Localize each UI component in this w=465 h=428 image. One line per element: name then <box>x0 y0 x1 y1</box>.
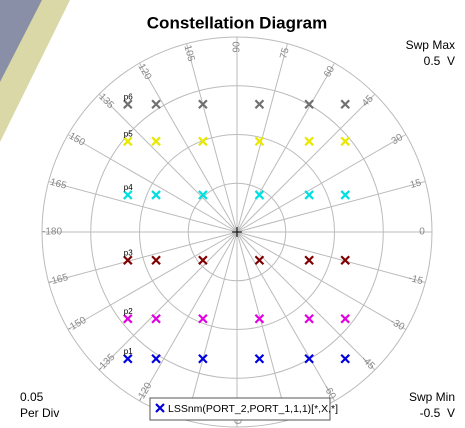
radial-line <box>98 93 238 233</box>
swp-min-value: -0.5 V <box>420 406 455 420</box>
marker <box>123 99 133 110</box>
radial-line <box>48 181 238 233</box>
radial-line <box>236 231 426 283</box>
marker <box>304 190 314 200</box>
swp-max-value: 0.5 V <box>424 54 455 68</box>
angle-label: 15 <box>409 177 423 191</box>
marker <box>340 99 351 110</box>
angle-label: 90 <box>232 41 243 53</box>
marker <box>151 255 161 266</box>
marker <box>304 99 314 110</box>
marker <box>254 313 265 324</box>
marker <box>123 255 133 266</box>
radial-line <box>236 93 376 233</box>
center-cross <box>232 227 242 237</box>
marker <box>123 190 133 200</box>
radial-line <box>67 231 238 330</box>
radial-line <box>98 231 238 371</box>
angle-label: -165 <box>47 272 70 288</box>
radial-line <box>48 231 238 283</box>
marker <box>151 313 161 324</box>
radial-line <box>67 134 238 233</box>
marker <box>340 313 351 324</box>
marker <box>254 190 265 200</box>
marker <box>254 255 265 266</box>
marker <box>304 136 314 147</box>
marker <box>198 353 208 364</box>
swp-max-label: Swp Max <box>406 38 455 52</box>
marker <box>304 313 314 324</box>
marker <box>123 136 133 147</box>
scale-label: Per Div <box>20 406 59 420</box>
marker <box>198 190 208 200</box>
angle-label: 165 <box>49 177 68 192</box>
radial-line <box>236 231 407 330</box>
legend-marker <box>155 403 165 413</box>
marker <box>198 99 208 110</box>
radial-line <box>236 62 335 233</box>
legend-label: LSSnm(PORT_2,PORT_1,1,1)[*,X,*] <box>168 403 338 415</box>
point-label: p6 <box>124 92 133 101</box>
marker <box>304 353 314 364</box>
marker <box>254 136 265 147</box>
point-label: p5 <box>124 129 133 138</box>
marker <box>254 99 265 110</box>
marker <box>198 313 208 324</box>
radial-line <box>139 231 238 402</box>
plot-area: 0153045607590105120135150165-180-165-150… <box>41 36 433 428</box>
scale-value: 0.05 <box>20 390 44 404</box>
radial-line <box>139 62 238 233</box>
marker <box>304 255 314 266</box>
marker <box>340 190 351 200</box>
chart-title: Constellation Diagram <box>147 13 327 32</box>
angle-label: 75 <box>278 46 292 60</box>
angle-label: 60 <box>322 64 337 80</box>
point-label: p1 <box>124 347 133 356</box>
angle-label: 105 <box>182 44 197 63</box>
angle-label: 0 <box>419 227 425 238</box>
marker <box>151 353 161 364</box>
radial-line <box>236 231 288 421</box>
marker <box>340 255 351 266</box>
radial-line <box>236 181 426 233</box>
marker <box>123 353 133 364</box>
swp-min-label: Swp Min <box>409 390 455 404</box>
marker <box>198 136 208 147</box>
marker <box>151 136 161 147</box>
marker <box>151 99 161 110</box>
radial-line <box>236 231 335 402</box>
radial-line <box>236 134 407 233</box>
point-label: p2 <box>124 307 133 316</box>
point-label: p4 <box>124 183 133 192</box>
radial-line <box>186 231 238 421</box>
corner-stripe-dark <box>0 0 42 82</box>
marker <box>123 313 133 324</box>
angle-label: -180 <box>42 227 62 238</box>
radial-line <box>186 43 238 233</box>
legend: LSSnm(PORT_2,PORT_1,1,1)[*,X,*] <box>149 397 338 421</box>
marker <box>198 255 208 266</box>
angle-label: 30 <box>390 132 406 147</box>
legend-box <box>149 397 331 421</box>
angle-label: -15 <box>407 273 424 287</box>
marker <box>151 190 161 200</box>
marker <box>340 353 351 364</box>
radial-line <box>236 231 376 371</box>
marker <box>340 136 351 147</box>
marker <box>254 353 265 364</box>
point-label: p3 <box>124 248 133 257</box>
